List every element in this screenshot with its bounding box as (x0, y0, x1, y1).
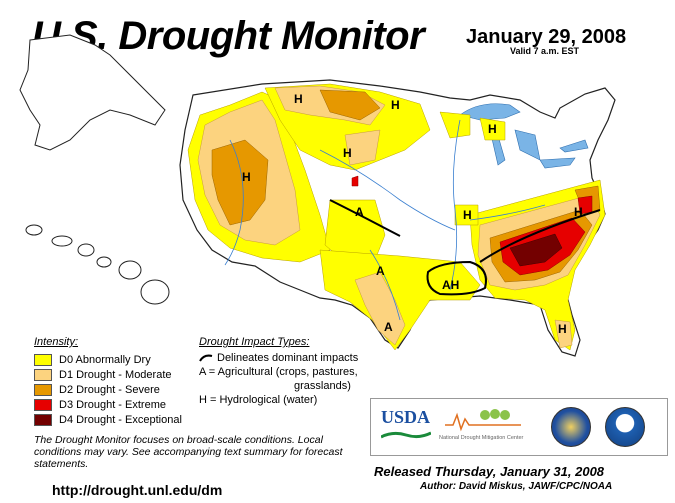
impact-label: A (355, 205, 364, 219)
impact-label: A (376, 264, 385, 278)
legend-item: D1 Drought - Moderate (34, 367, 182, 382)
website-link[interactable]: http://drought.unl.edu/dm (52, 482, 223, 498)
legend-item: D2 Drought - Severe (34, 382, 182, 397)
great-lakes (459, 103, 589, 169)
intensity-legend: Intensity: D0 Abnormally Dry D1 Drought … (34, 336, 182, 427)
valid-time: Valid 7 a.m. EST (510, 46, 580, 56)
legend-label: D3 Drought - Extreme (59, 398, 166, 411)
impact-label: A (384, 320, 393, 334)
usda-logo: USDA (381, 407, 431, 427)
impact-line-text: Delineates dominant impacts (217, 352, 359, 364)
disclaimer-note: The Drought Monitor focuses on broad-sca… (34, 434, 343, 470)
impact-heading: Drought Impact Types: (199, 336, 310, 348)
legend-swatch (34, 368, 52, 381)
legend-label: D2 Drought - Severe (59, 383, 160, 396)
impact-label: H (294, 92, 303, 106)
legend-item: D0 Abnormally Dry (34, 352, 182, 367)
legend-item: D3 Drought - Extreme (34, 397, 182, 412)
legend-label: D0 Abnormally Dry (59, 353, 151, 366)
alaska (19, 34, 166, 151)
legend-swatch (34, 398, 52, 411)
impact-ag-line2: grasslands) (294, 380, 351, 392)
impact-legend: Drought Impact Types: Delineates dominan… (199, 336, 379, 408)
legend-swatch (34, 353, 52, 366)
impact-label: H (343, 146, 352, 160)
legend-item: D4 Drought - Exceptional (34, 412, 182, 427)
legend-label: D4 Drought - Exceptional (59, 413, 182, 426)
legend-label: D1 Drought - Moderate (59, 368, 172, 381)
legend-swatch (34, 383, 52, 396)
legend-swatch (34, 413, 52, 426)
author-credit: Author: David Miskus, JAWF/CPC/NOAA (420, 481, 613, 492)
partner-logos: USDA National Drought Mitigation Center (370, 398, 668, 456)
noaa-logo-icon (605, 407, 645, 447)
map-date: January 29, 2008 (466, 26, 627, 48)
released-date: Released Thursday, January 31, 2008 (374, 464, 605, 479)
impact-ag-line1: A = Agricultural (crops, pastures, (199, 366, 358, 378)
impact-label: AH (442, 278, 460, 292)
usda-bar-icon (381, 431, 431, 439)
impact-label: H (391, 98, 400, 112)
impact-label: H (463, 208, 472, 222)
d4-exceptional-area (509, 233, 563, 267)
ndmc-logo-icon (445, 409, 521, 432)
impact-label: H (488, 122, 497, 136)
impact-label: H (242, 170, 251, 184)
impact-hydro: H = Hydrological (water) (199, 394, 318, 406)
impact-line-icon (199, 354, 213, 362)
commerce-seal-icon (551, 407, 591, 447)
impact-label: H (558, 322, 567, 336)
impact-label: H (574, 205, 583, 219)
ndmc-label: National Drought Mitigation Center (439, 435, 524, 441)
impact-line-row: Delineates dominant impacts (199, 352, 379, 365)
legend-heading: Intensity: (34, 336, 79, 348)
